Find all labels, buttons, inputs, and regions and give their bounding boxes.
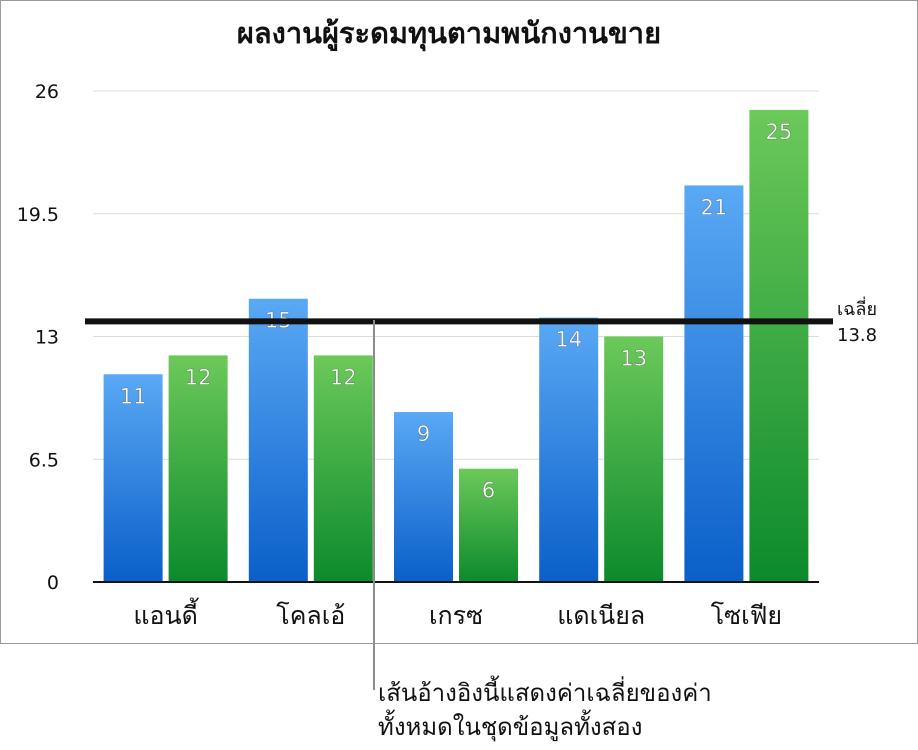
data-label: 6 bbox=[482, 479, 495, 503]
y-tick-label: 13 bbox=[35, 327, 59, 349]
bars: 111215129614132125 bbox=[93, 109, 819, 583]
data-label: 21 bbox=[701, 195, 728, 219]
bar bbox=[313, 355, 373, 582]
data-label: 14 bbox=[555, 328, 582, 352]
reference-line-group: เฉลี่ย 13.8 bbox=[85, 296, 877, 346]
data-label: 12 bbox=[330, 365, 357, 389]
data-label: 11 bbox=[120, 384, 147, 408]
data-label: 13 bbox=[620, 347, 647, 371]
x-axis-ticks: แอนดี้ โคลเอ้ เกรซ แดเนียล โซเฟีย bbox=[133, 597, 782, 630]
callout-line-1: เส้นอ้างอิงนี้แสดงค่าเฉลี่ยของค่า bbox=[378, 679, 712, 707]
bar bbox=[103, 374, 163, 582]
reference-line-value: 13.8 bbox=[837, 325, 877, 346]
bar bbox=[168, 355, 228, 582]
data-label: 12 bbox=[185, 365, 212, 389]
callout-line-2: ทั้งหมดในชุดข้อมูลทั้งสอง bbox=[378, 713, 643, 741]
bar bbox=[459, 468, 518, 582]
x-tick-label: แอนดี้ bbox=[133, 597, 199, 630]
x-tick-label: แดเนียล bbox=[557, 601, 645, 630]
data-label: 25 bbox=[766, 120, 793, 144]
y-tick-label: 26 bbox=[35, 81, 59, 103]
x-tick-label: โคลเอ้ bbox=[276, 601, 345, 630]
bar bbox=[394, 412, 453, 582]
chart-title: ผลงานผู้ระดมทุนตามพนักงานขาย bbox=[237, 16, 661, 51]
bar bbox=[248, 298, 308, 582]
chart-frame: ผลงานผู้ระดมทุนตามพนักงานขาย 0 6.5 13 19.5 2… bbox=[0, 0, 918, 644]
data-label: 9 bbox=[417, 422, 430, 446]
x-tick-label: โซเฟีย bbox=[711, 601, 782, 630]
bar bbox=[604, 336, 664, 582]
bar-chart: ผลงานผู้ระดมทุนตามพนักงานขาย 0 6.5 13 19.5 2… bbox=[17, 16, 877, 630]
y-tick-label: 19.5 bbox=[17, 204, 59, 226]
x-tick-label: เกรซ bbox=[429, 601, 483, 630]
bar bbox=[684, 185, 744, 582]
y-tick-label: 6.5 bbox=[29, 449, 59, 471]
reference-line-label: เฉลี่ย bbox=[837, 296, 877, 320]
bar bbox=[749, 109, 809, 582]
callout-annotation: เส้นอ้างอิงนี้แสดงค่าเฉลี่ยของค่า ทั้งหม… bbox=[378, 676, 898, 744]
y-tick-label: 0 bbox=[47, 572, 59, 594]
y-axis-ticks: 0 6.5 13 19.5 26 bbox=[17, 81, 59, 594]
bar bbox=[539, 317, 599, 582]
